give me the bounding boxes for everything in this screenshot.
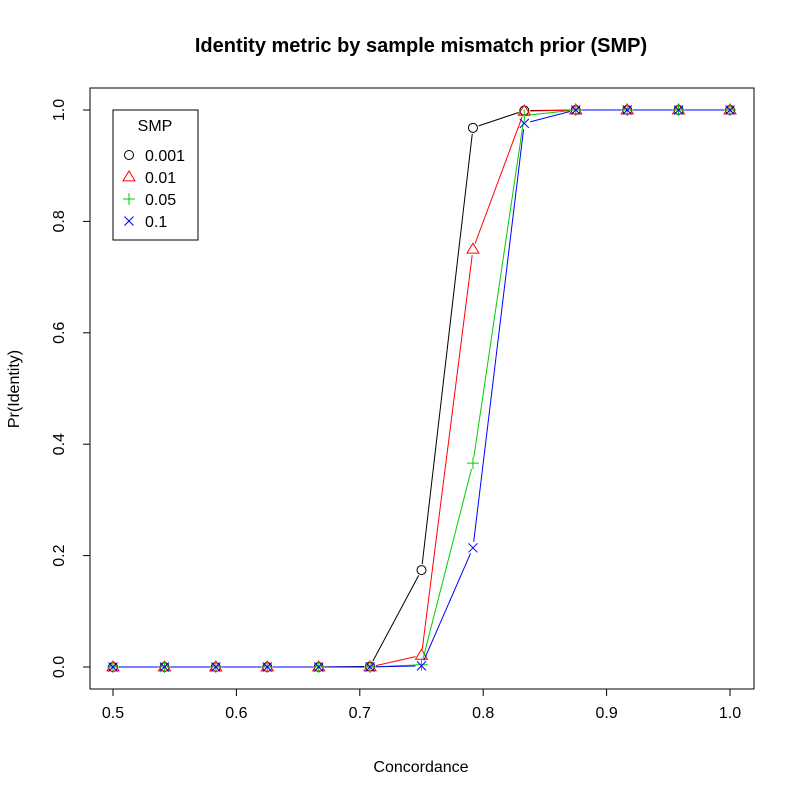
series-line-segment (423, 553, 472, 661)
legend-label: 0.1 (145, 214, 167, 231)
series-0.01 (106, 103, 737, 672)
series-line-segment (474, 116, 523, 244)
x-tick-label: 0.7 (349, 705, 371, 722)
data-point (365, 662, 375, 672)
legend-item: 0.01 (122, 170, 176, 187)
legend-marker (124, 216, 134, 226)
data-point (673, 105, 684, 115)
data-point (466, 242, 480, 254)
series-line-segment (422, 468, 472, 660)
legend-label: 0.01 (145, 170, 176, 187)
series-layer (106, 103, 737, 673)
y-tick-label: 1.0 (51, 99, 68, 121)
series-0.05 (107, 104, 736, 673)
data-point (415, 658, 428, 671)
series-line-segment (473, 129, 525, 542)
y-tick-label: 0.6 (51, 322, 68, 344)
data-point (416, 565, 427, 576)
data-point (570, 105, 581, 115)
series-line-segment (421, 255, 473, 650)
x-tick-label: 0.8 (472, 705, 494, 722)
legend-marker (122, 170, 136, 182)
legend-box (112, 109, 199, 241)
y-tick-label: 0.8 (51, 210, 68, 232)
x-axis: 0.5 0.6 0.7 0.8 0.9 1.0 (102, 688, 741, 722)
data-point (313, 662, 324, 672)
data-point (467, 122, 478, 133)
data-point (519, 118, 530, 129)
legend: SMP 0.001 0.01 0.05 0.1 (112, 109, 199, 241)
data-point (414, 648, 429, 660)
series-line-segment (375, 656, 416, 667)
legend-marker (124, 150, 134, 160)
series-line-segment (530, 110, 570, 116)
series-line-segment (376, 665, 416, 668)
x-tick-label: 1.0 (719, 705, 741, 722)
legend-item: 0.001 (124, 148, 185, 165)
data-point (108, 662, 118, 672)
series-line-segment (421, 133, 473, 565)
data-point (210, 662, 221, 672)
data-point (468, 542, 478, 553)
legend-items: 0.001 0.01 0.05 0.1 (122, 148, 185, 231)
y-tick-label: 0.4 (51, 433, 68, 455)
y-tick-label: 0.0 (51, 656, 68, 678)
legend-marker (123, 193, 135, 205)
legend-item: 0.05 (123, 192, 176, 209)
data-point (159, 662, 170, 672)
data-point (518, 109, 531, 122)
x-tick-label: 0.9 (595, 705, 617, 722)
chart-title: Identity metric by sample mismatch prior… (195, 35, 647, 57)
legend-label: 0.05 (145, 192, 176, 209)
legend-item: 0.1 (124, 214, 167, 231)
series-0.001 (108, 105, 735, 672)
data-point (416, 661, 427, 671)
data-point (622, 105, 633, 115)
data-point (466, 457, 479, 470)
series-0.1 (108, 105, 735, 672)
x-axis-label: Concordance (373, 759, 468, 776)
series-line-segment (530, 109, 570, 112)
x-tick-label: 0.5 (102, 705, 124, 722)
x-tick-label: 0.6 (225, 705, 247, 722)
legend-label: 0.001 (145, 148, 185, 165)
series-line-segment (529, 111, 571, 123)
data-point (262, 662, 273, 672)
legend-title: SMP (138, 118, 173, 135)
y-axis: 0.0 0.2 0.4 0.6 0.8 1.0 (51, 99, 91, 678)
series-line-segment (372, 575, 420, 662)
series-line-segment (473, 121, 524, 458)
series-line-segment (478, 111, 519, 127)
y-tick-label: 0.2 (51, 544, 68, 566)
data-point (725, 105, 735, 115)
y-axis-label: Pr(Identity) (6, 350, 23, 428)
